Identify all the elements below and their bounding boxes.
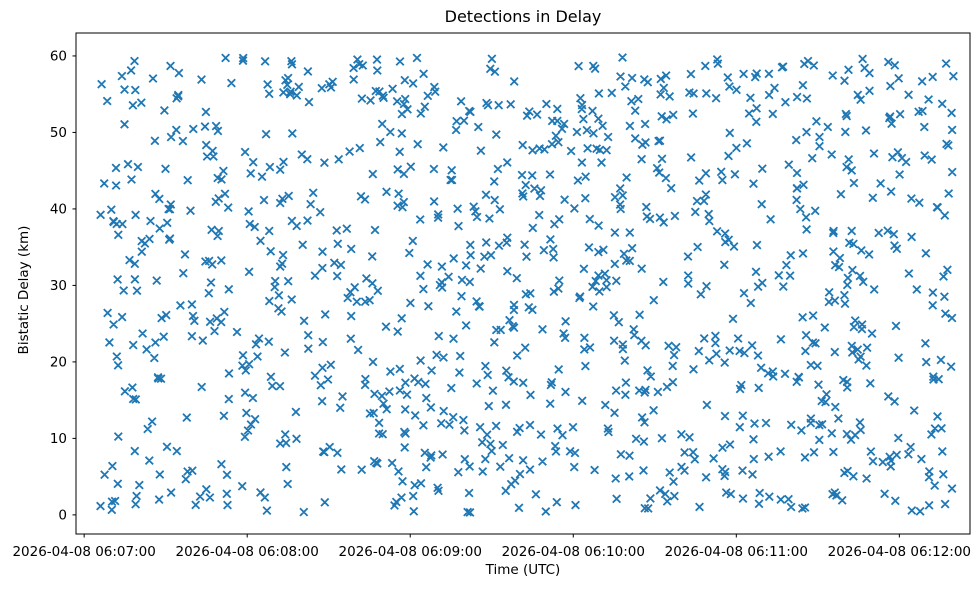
- y-tick-label: 10: [50, 431, 67, 447]
- x-tick-label: 2026-04-08 06:11:00: [665, 544, 808, 560]
- x-tick-label: 2026-04-08 06:09:00: [339, 544, 482, 560]
- x-tick-label: 2026-04-08 06:10:00: [502, 544, 645, 560]
- y-tick-label: 50: [50, 125, 67, 141]
- x-tick-label: 2026-04-08 06:12:00: [828, 544, 971, 560]
- x-tick-label: 2026-04-08 06:07:00: [12, 544, 155, 560]
- scatter-points: [96, 53, 958, 517]
- x-axis-label: Time (UTC): [485, 562, 561, 578]
- axes-frame: [75, 32, 971, 535]
- y-tick-label: 0: [58, 508, 67, 524]
- y-tick-label: 60: [50, 49, 67, 65]
- y-tick-label: 30: [50, 278, 67, 294]
- x-tick-label: 2026-04-08 06:08:00: [175, 544, 318, 560]
- y-tick-label: 40: [50, 202, 67, 218]
- chart-title: Detections in Delay: [444, 7, 602, 26]
- y-tick-label: 20: [50, 355, 67, 371]
